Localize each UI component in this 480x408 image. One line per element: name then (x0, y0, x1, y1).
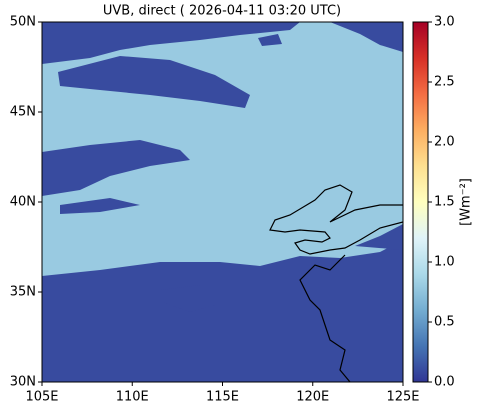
cloud-field (330, 22, 403, 52)
colorbar-tick-label: 2.0 (434, 135, 455, 150)
colorbar-tick-label: 2.5 (434, 75, 455, 90)
cloud-field (42, 22, 300, 64)
y-tick-label: 35N (10, 285, 36, 300)
y-tick-label: 45N (10, 105, 36, 120)
cloud-field (160, 285, 215, 312)
cloud-field (60, 198, 140, 214)
chart-title: UVB, direct ( 2026-04-11 03:20 UTC) (103, 4, 341, 19)
coastline (299, 254, 351, 382)
cloud-field (355, 224, 403, 250)
cloud-field (258, 34, 282, 46)
y-tick-label: 30N (10, 375, 36, 390)
colorbar-label: [Wm⁻²] (459, 178, 474, 226)
colorbar-tick-label: 0.5 (434, 315, 455, 330)
cloud-field (58, 56, 250, 108)
colorbar-tick-label: 1.0 (434, 255, 455, 270)
colorbar-tick-label: 3.0 (434, 15, 455, 30)
colorbar (412, 21, 429, 383)
cloud-field (42, 140, 190, 196)
coastline (269, 184, 403, 255)
y-tick-label: 40N (10, 195, 36, 210)
x-tick-label: 120E (296, 390, 329, 405)
x-tick-label: 115E (206, 390, 239, 405)
y-tick-label: 50N (10, 15, 36, 30)
colorbar-tick-label: 1.5 (434, 195, 455, 210)
map (42, 22, 403, 382)
x-tick-label: 125E (386, 390, 419, 405)
cloud-field (42, 240, 403, 382)
x-tick-label: 110E (116, 390, 149, 405)
x-tick-label: 105E (25, 390, 58, 405)
colorbar-tick-label: 0.0 (434, 375, 455, 390)
